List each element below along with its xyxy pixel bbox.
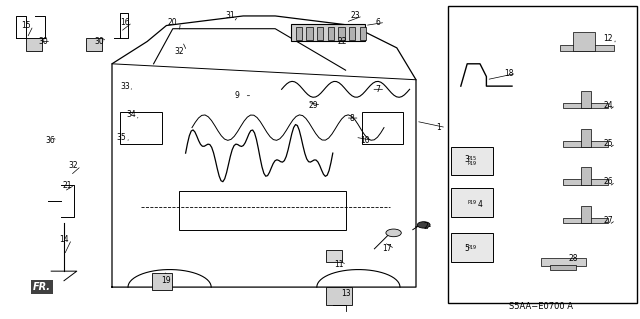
Bar xyxy=(573,32,595,51)
Text: 21: 21 xyxy=(63,181,72,189)
Text: 5: 5 xyxy=(465,244,470,253)
Bar xyxy=(339,27,345,40)
Text: 32: 32 xyxy=(68,161,79,170)
Text: 6: 6 xyxy=(375,18,380,27)
Bar xyxy=(563,141,608,147)
Text: 18: 18 xyxy=(504,69,513,78)
Text: 1: 1 xyxy=(436,123,441,132)
Bar xyxy=(581,167,591,185)
Bar xyxy=(152,273,172,290)
Bar xyxy=(563,103,608,108)
Bar xyxy=(291,24,365,41)
Bar xyxy=(563,218,608,223)
Bar xyxy=(448,6,637,303)
Circle shape xyxy=(417,222,430,228)
Bar xyxy=(326,250,342,262)
Text: 4: 4 xyxy=(477,200,483,209)
Bar xyxy=(581,91,591,108)
Circle shape xyxy=(386,229,401,237)
Bar xyxy=(541,258,586,266)
Text: 34: 34 xyxy=(126,110,136,119)
Text: 32: 32 xyxy=(174,47,184,56)
Text: 12: 12 xyxy=(604,34,612,43)
Text: 24: 24 xyxy=(603,101,613,110)
Text: 10: 10 xyxy=(360,136,370,145)
Text: 9: 9 xyxy=(234,91,239,100)
Bar xyxy=(86,38,102,51)
Bar xyxy=(328,27,334,40)
Text: 27: 27 xyxy=(603,216,613,225)
Text: 29: 29 xyxy=(308,101,319,110)
Text: 2: 2 xyxy=(423,222,428,231)
Text: 30: 30 xyxy=(38,37,49,46)
Bar xyxy=(550,265,576,270)
Bar xyxy=(360,27,366,40)
Bar xyxy=(362,112,403,144)
Text: 20: 20 xyxy=(168,18,178,27)
Bar xyxy=(296,27,302,40)
Text: 8: 8 xyxy=(349,114,355,122)
Bar xyxy=(179,191,346,230)
Bar xyxy=(120,112,162,144)
Bar xyxy=(307,27,313,40)
Bar xyxy=(451,233,493,262)
Text: 26: 26 xyxy=(603,177,613,186)
Text: 3: 3 xyxy=(465,155,470,164)
Text: 31: 31 xyxy=(225,11,236,20)
Text: P15
P19: P15 P19 xyxy=(468,156,477,167)
Text: P19: P19 xyxy=(468,245,477,250)
Text: 25: 25 xyxy=(603,139,613,148)
Bar xyxy=(349,27,355,40)
Text: 14: 14 xyxy=(59,235,69,244)
Bar xyxy=(581,206,591,223)
Bar xyxy=(317,27,323,40)
Bar xyxy=(451,188,493,217)
Text: 17: 17 xyxy=(382,244,392,253)
Text: 35: 35 xyxy=(116,133,127,142)
Bar xyxy=(560,45,614,51)
Text: 28: 28 xyxy=(568,254,577,263)
Text: 13: 13 xyxy=(340,289,351,298)
Bar xyxy=(563,179,608,185)
Text: FR.: FR. xyxy=(33,282,51,292)
Text: 22: 22 xyxy=(338,37,347,46)
Bar xyxy=(26,38,42,51)
Bar xyxy=(451,147,493,175)
Text: 15: 15 xyxy=(20,21,31,30)
Text: 30: 30 xyxy=(94,37,104,46)
Bar xyxy=(581,129,591,147)
Text: 19: 19 xyxy=(161,276,172,285)
Text: P19: P19 xyxy=(468,200,477,205)
Text: 16: 16 xyxy=(120,18,130,27)
Text: 7: 7 xyxy=(375,85,380,94)
Text: S5AA−E0700 A: S5AA−E0700 A xyxy=(509,302,573,311)
Text: 23: 23 xyxy=(350,11,360,20)
Text: 11: 11 xyxy=(335,260,344,269)
Text: 33: 33 xyxy=(120,82,130,91)
Text: 36: 36 xyxy=(45,136,55,145)
Bar xyxy=(326,287,352,305)
